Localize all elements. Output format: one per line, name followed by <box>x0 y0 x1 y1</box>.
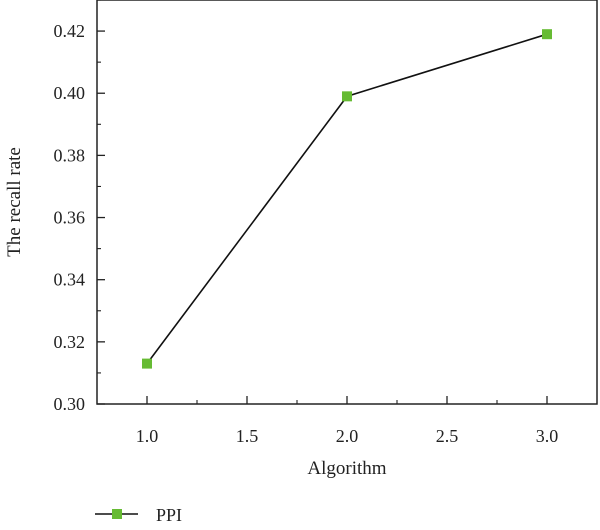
data-point <box>542 29 552 40</box>
x-tick-label: 1.0 <box>136 426 159 446</box>
legend-label-ppi: PPI <box>156 505 182 525</box>
x-tick-label: 3.0 <box>536 426 559 446</box>
data-point <box>342 91 352 102</box>
y-tick-label: 0.36 <box>54 208 86 228</box>
y-axis: 0.30 0.32 0.34 0.36 0.38 0.40 0.42 <box>54 0 105 414</box>
x-tick-label: 1.5 <box>236 426 259 446</box>
y-tick-label: 0.32 <box>54 332 86 352</box>
x-axis-label: Algorithm <box>307 458 386 479</box>
x-tick-label: 2.5 <box>436 426 459 446</box>
y-tick-label: 0.38 <box>54 145 86 165</box>
series-layer <box>142 29 552 369</box>
y-tick-label: 0.40 <box>54 83 86 103</box>
series-line-ppi <box>146 33 548 365</box>
y-tick-label: 0.30 <box>54 394 86 414</box>
legend-marker-ppi <box>112 509 122 519</box>
x-axis: 1.0 1.5 2.0 2.5 3.0 <box>136 396 559 446</box>
y-tick-label: 0.42 <box>54 21 86 41</box>
y-tick-label: 0.34 <box>54 270 86 290</box>
data-point <box>142 358 152 369</box>
legend: PPI <box>95 505 182 525</box>
plot-frame <box>96 0 598 405</box>
y-axis-label: The recall rate <box>4 147 25 257</box>
x-tick-label: 2.0 <box>336 426 359 446</box>
